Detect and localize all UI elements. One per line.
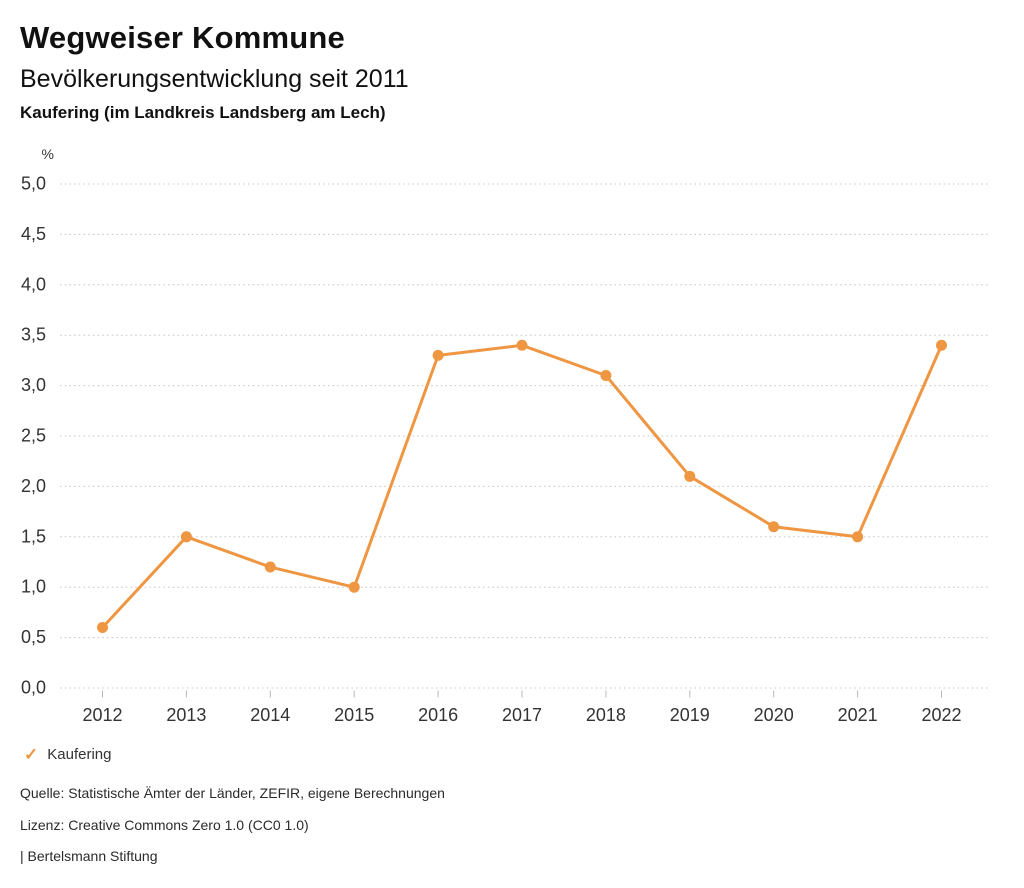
data-point[interactable] <box>852 531 864 543</box>
y-tick-label: 0,5 <box>21 627 46 647</box>
data-point[interactable] <box>180 531 192 543</box>
source-text: Quelle: Statistische Ämter der Länder, Z… <box>20 785 445 801</box>
y-tick-label: 5,0 <box>21 174 46 194</box>
x-tick-label: 2015 <box>334 705 374 725</box>
data-point[interactable] <box>516 339 528 351</box>
x-tick-label: 2020 <box>754 705 794 725</box>
data-point[interactable] <box>97 622 108 634</box>
y-tick-label: 4,5 <box>21 224 46 244</box>
data-point[interactable] <box>600 370 612 382</box>
data-point[interactable] <box>684 470 696 482</box>
chart-subtitle: Kaufering (im Landkreis Landsberg am Lec… <box>20 103 386 122</box>
y-tick-label: 2,0 <box>21 476 46 496</box>
data-point[interactable] <box>936 339 947 351</box>
data-point[interactable] <box>432 349 444 361</box>
legend-label: Kaufering <box>47 746 112 763</box>
population-line-chart: 0,0 0,5 1,0 1,5 2,0 2,5 3,0 3,5 4,0 4,5 5,0% 2012 20… <box>21 146 990 725</box>
license-text: Lizenz: Creative Commons Zero 1.0 (CC0 1… <box>20 817 309 833</box>
x-tick-label: 2021 <box>838 705 878 725</box>
x-tick-label: 2012 <box>82 705 122 725</box>
x-tick-label: 2022 <box>921 705 961 725</box>
x-tick-label: 2016 <box>418 705 458 725</box>
app-title: Wegweiser Kommune <box>20 20 345 55</box>
x-tick-label: 2017 <box>502 705 542 725</box>
data-point[interactable] <box>768 521 780 533</box>
x-tick-label: 2019 <box>670 705 710 725</box>
data-point[interactable] <box>348 581 360 593</box>
check-icon: ✓ <box>24 745 39 764</box>
legend-item-kaufering[interactable]: ✓ Kaufering <box>24 746 111 763</box>
data-point[interactable] <box>264 561 276 573</box>
x-tick-label: 2014 <box>250 705 290 725</box>
chart-title: Bevölkerungsentwicklung seit 2011 <box>20 65 409 93</box>
y-tick-label: 1,0 <box>21 577 46 597</box>
y-axis-unit-label: % <box>42 146 54 162</box>
y-tick-label: 3,5 <box>21 325 46 345</box>
y-tick-label: 0,0 <box>21 678 46 698</box>
x-tick-label: 2018 <box>586 705 626 725</box>
y-tick-label: 4,0 <box>21 274 46 294</box>
x-tick-label: 2013 <box>166 705 206 725</box>
y-tick-label: 1,5 <box>21 526 46 546</box>
y-tick-label: 3,0 <box>21 375 46 395</box>
attribution-text: | Bertelsmann Stiftung <box>20 848 158 864</box>
y-tick-label: 2,5 <box>21 426 46 446</box>
